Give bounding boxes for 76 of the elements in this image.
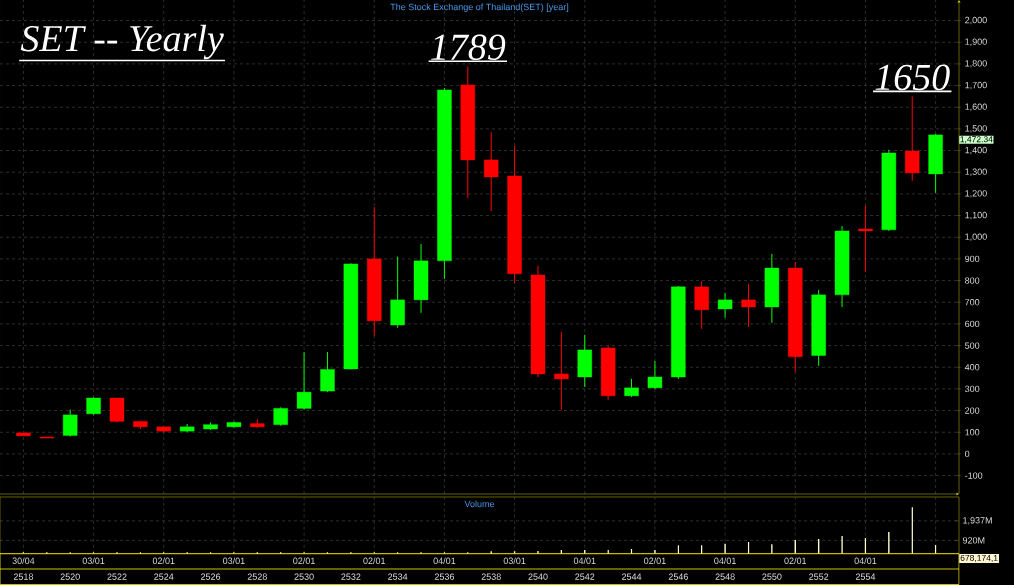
y-tick-label: 1,300 bbox=[965, 168, 987, 176]
x-tick-label: 2548 bbox=[715, 573, 735, 580]
x-tick-label: 2540 bbox=[528, 573, 548, 580]
x-tick-label: 2554 bbox=[855, 573, 876, 580]
text: 02/01 bbox=[152, 557, 175, 564]
candlestick bbox=[62, 408, 78, 438]
candlestick bbox=[109, 397, 125, 423]
annotation: SET -- Yearly bbox=[20, 24, 224, 60]
y-tick-label: 1,700 bbox=[965, 81, 987, 90]
x-tick-label: 2536 bbox=[434, 573, 455, 580]
y-tick-label: 500 bbox=[965, 342, 980, 349]
text: 1,472.34 bbox=[960, 136, 993, 144]
x-tick-label: 2542 bbox=[575, 573, 595, 580]
y-tick-label: 1,100 bbox=[965, 211, 987, 220]
x-tick-label: 2546 bbox=[668, 573, 688, 580]
x-tick-label: 2528 bbox=[247, 573, 267, 580]
text: 04/01 bbox=[573, 557, 596, 564]
annotation: 1789 bbox=[431, 34, 506, 61]
x-tick-label: 2520 bbox=[60, 573, 80, 580]
y-tick-label: 1,200 bbox=[965, 190, 987, 198]
x-tick-label: 2534 bbox=[388, 573, 408, 580]
text: 03/01 bbox=[82, 557, 105, 564]
y-tick-label: 100 bbox=[965, 429, 980, 436]
x-tick-label: 2552 bbox=[809, 573, 829, 580]
y-tick-label: 1,900 bbox=[965, 38, 987, 46]
y-tick-label: 920M bbox=[962, 537, 985, 544]
text: 04/01 bbox=[433, 557, 456, 564]
y-tick-label: 900 bbox=[965, 255, 980, 263]
candlestick bbox=[717, 292, 733, 319]
text: 02/01 bbox=[363, 557, 386, 564]
text: 30/04 bbox=[12, 557, 35, 564]
y-tick-label: 1,800 bbox=[965, 60, 987, 68]
y-tick-label: 1,600 bbox=[965, 103, 987, 111]
y-tick-label: 1,000 bbox=[965, 233, 987, 241]
x-tick-label: 2526 bbox=[200, 573, 221, 580]
y-tick-label: 800 bbox=[965, 277, 980, 284]
y-tick-label: 300 bbox=[965, 385, 980, 393]
x-tick-label: 2538 bbox=[481, 573, 501, 580]
y-tick-label: 0 bbox=[965, 450, 970, 458]
text: 02/01 bbox=[644, 557, 666, 564]
candlestick bbox=[273, 406, 288, 427]
chart-title: The Stock Exchange of Thailand(SET) [year] bbox=[390, 3, 569, 12]
text: 02/01 bbox=[293, 557, 315, 564]
y-tick-label: 1,400 bbox=[965, 146, 987, 155]
y-tick-label: 1,937M bbox=[963, 517, 992, 525]
candlestick bbox=[694, 280, 709, 330]
text: 04/01 bbox=[714, 557, 736, 564]
candlestick bbox=[858, 205, 873, 273]
candlestick bbox=[483, 131, 499, 212]
text: 03/01 bbox=[503, 557, 526, 564]
text: 02/01 bbox=[784, 557, 807, 564]
x-tick-label: 2550 bbox=[762, 573, 782, 580]
x-tick-label: 2522 bbox=[107, 573, 127, 580]
x-tick-label: 2544 bbox=[621, 573, 642, 580]
chart-title: Volume bbox=[464, 500, 495, 508]
candlestick bbox=[296, 351, 312, 410]
text: 04/01 bbox=[854, 557, 877, 564]
y-tick-label: 200 bbox=[965, 407, 980, 414]
candlestick bbox=[905, 95, 920, 182]
x-tick-label: 2518 bbox=[13, 573, 34, 580]
annotation: 1650 bbox=[875, 64, 950, 91]
candlestick bbox=[741, 283, 756, 328]
x-tick-label: 2532 bbox=[341, 573, 361, 580]
y-tick-label: 2,000 bbox=[965, 16, 987, 25]
y-tick-label: -100 bbox=[965, 472, 983, 479]
y-tick-label: 1,500 bbox=[965, 125, 987, 133]
candlestick bbox=[320, 351, 335, 393]
y-tick-label: 400 bbox=[964, 364, 980, 371]
y-tick-label: 700 bbox=[965, 299, 980, 306]
x-tick-label: 2530 bbox=[294, 573, 314, 580]
y-tick-label: 600 bbox=[965, 320, 980, 328]
text: 03/01 bbox=[223, 557, 245, 564]
candlestick bbox=[647, 360, 663, 390]
candlestick bbox=[554, 331, 569, 411]
text: 678,174,1 bbox=[960, 554, 998, 562]
x-tick-label: 2524 bbox=[154, 573, 174, 580]
